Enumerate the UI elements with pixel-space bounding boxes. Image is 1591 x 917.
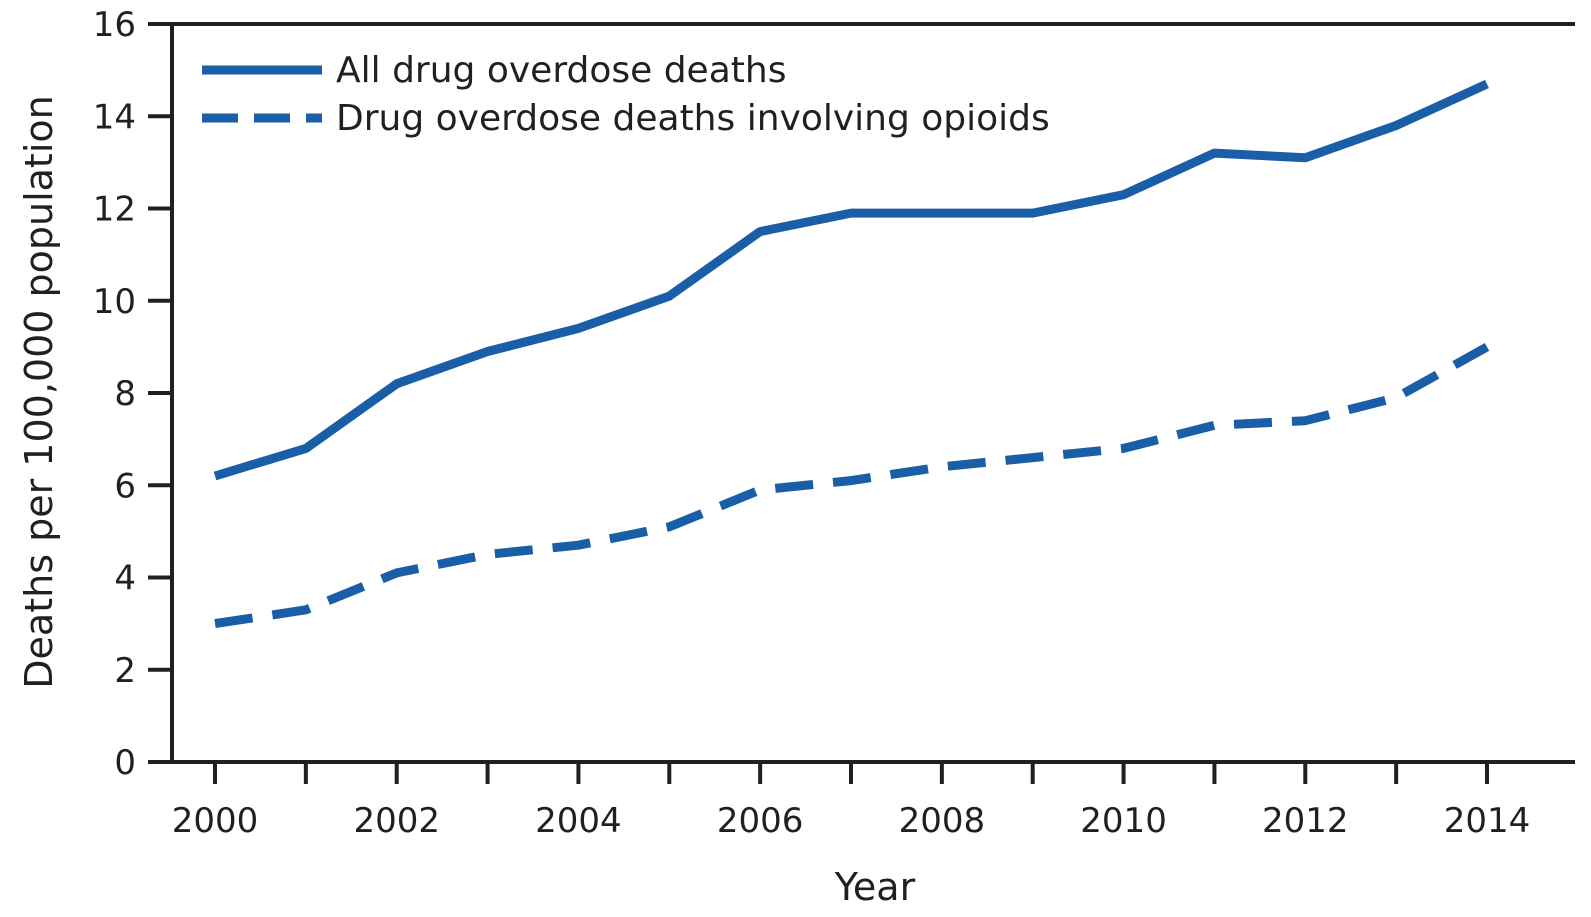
y-tick-label: 8: [114, 374, 136, 414]
legend-label-1: All drug overdose deaths: [336, 50, 786, 91]
y-tick-label: 10: [93, 282, 136, 322]
x-tick-label: 2010: [1080, 801, 1167, 841]
series-layer: [213, 79, 1490, 629]
x-tick-label: 2000: [172, 801, 259, 841]
y-tick-label: 16: [93, 5, 136, 45]
x-axis-title: Year: [834, 865, 916, 909]
y-axis-title: Deaths per 100,000 population: [17, 95, 61, 688]
x-tick-label: 2002: [353, 801, 440, 841]
x-tick-label: 2012: [1262, 801, 1349, 841]
y-tick-label: 4: [114, 559, 136, 599]
y-axis-ticks: 0 2 4 6 8 10 12 14 16: [93, 5, 172, 783]
y-tick-label: 12: [93, 190, 136, 230]
series-line-1: [213, 79, 1489, 481]
x-axis-ticks: 2000 2002 2004 2006 2008 2010 2012 2014: [172, 762, 1531, 841]
x-tick-label: 2004: [535, 801, 622, 841]
y-tick-label: 2: [114, 651, 136, 691]
y-tick-label: 14: [93, 97, 136, 137]
y-tick-label: 0: [114, 743, 136, 783]
x-tick-label: 2006: [717, 801, 804, 841]
y-tick-label: 6: [114, 466, 136, 506]
legend-label-2: Drug overdose deaths involving opioids: [336, 98, 1050, 139]
x-tick-label: 2014: [1444, 801, 1531, 841]
legend: All drug overdose deaths Drug overdose de…: [202, 50, 1050, 139]
series-line-2: [214, 342, 1490, 629]
x-tick-label: 2008: [899, 801, 986, 841]
